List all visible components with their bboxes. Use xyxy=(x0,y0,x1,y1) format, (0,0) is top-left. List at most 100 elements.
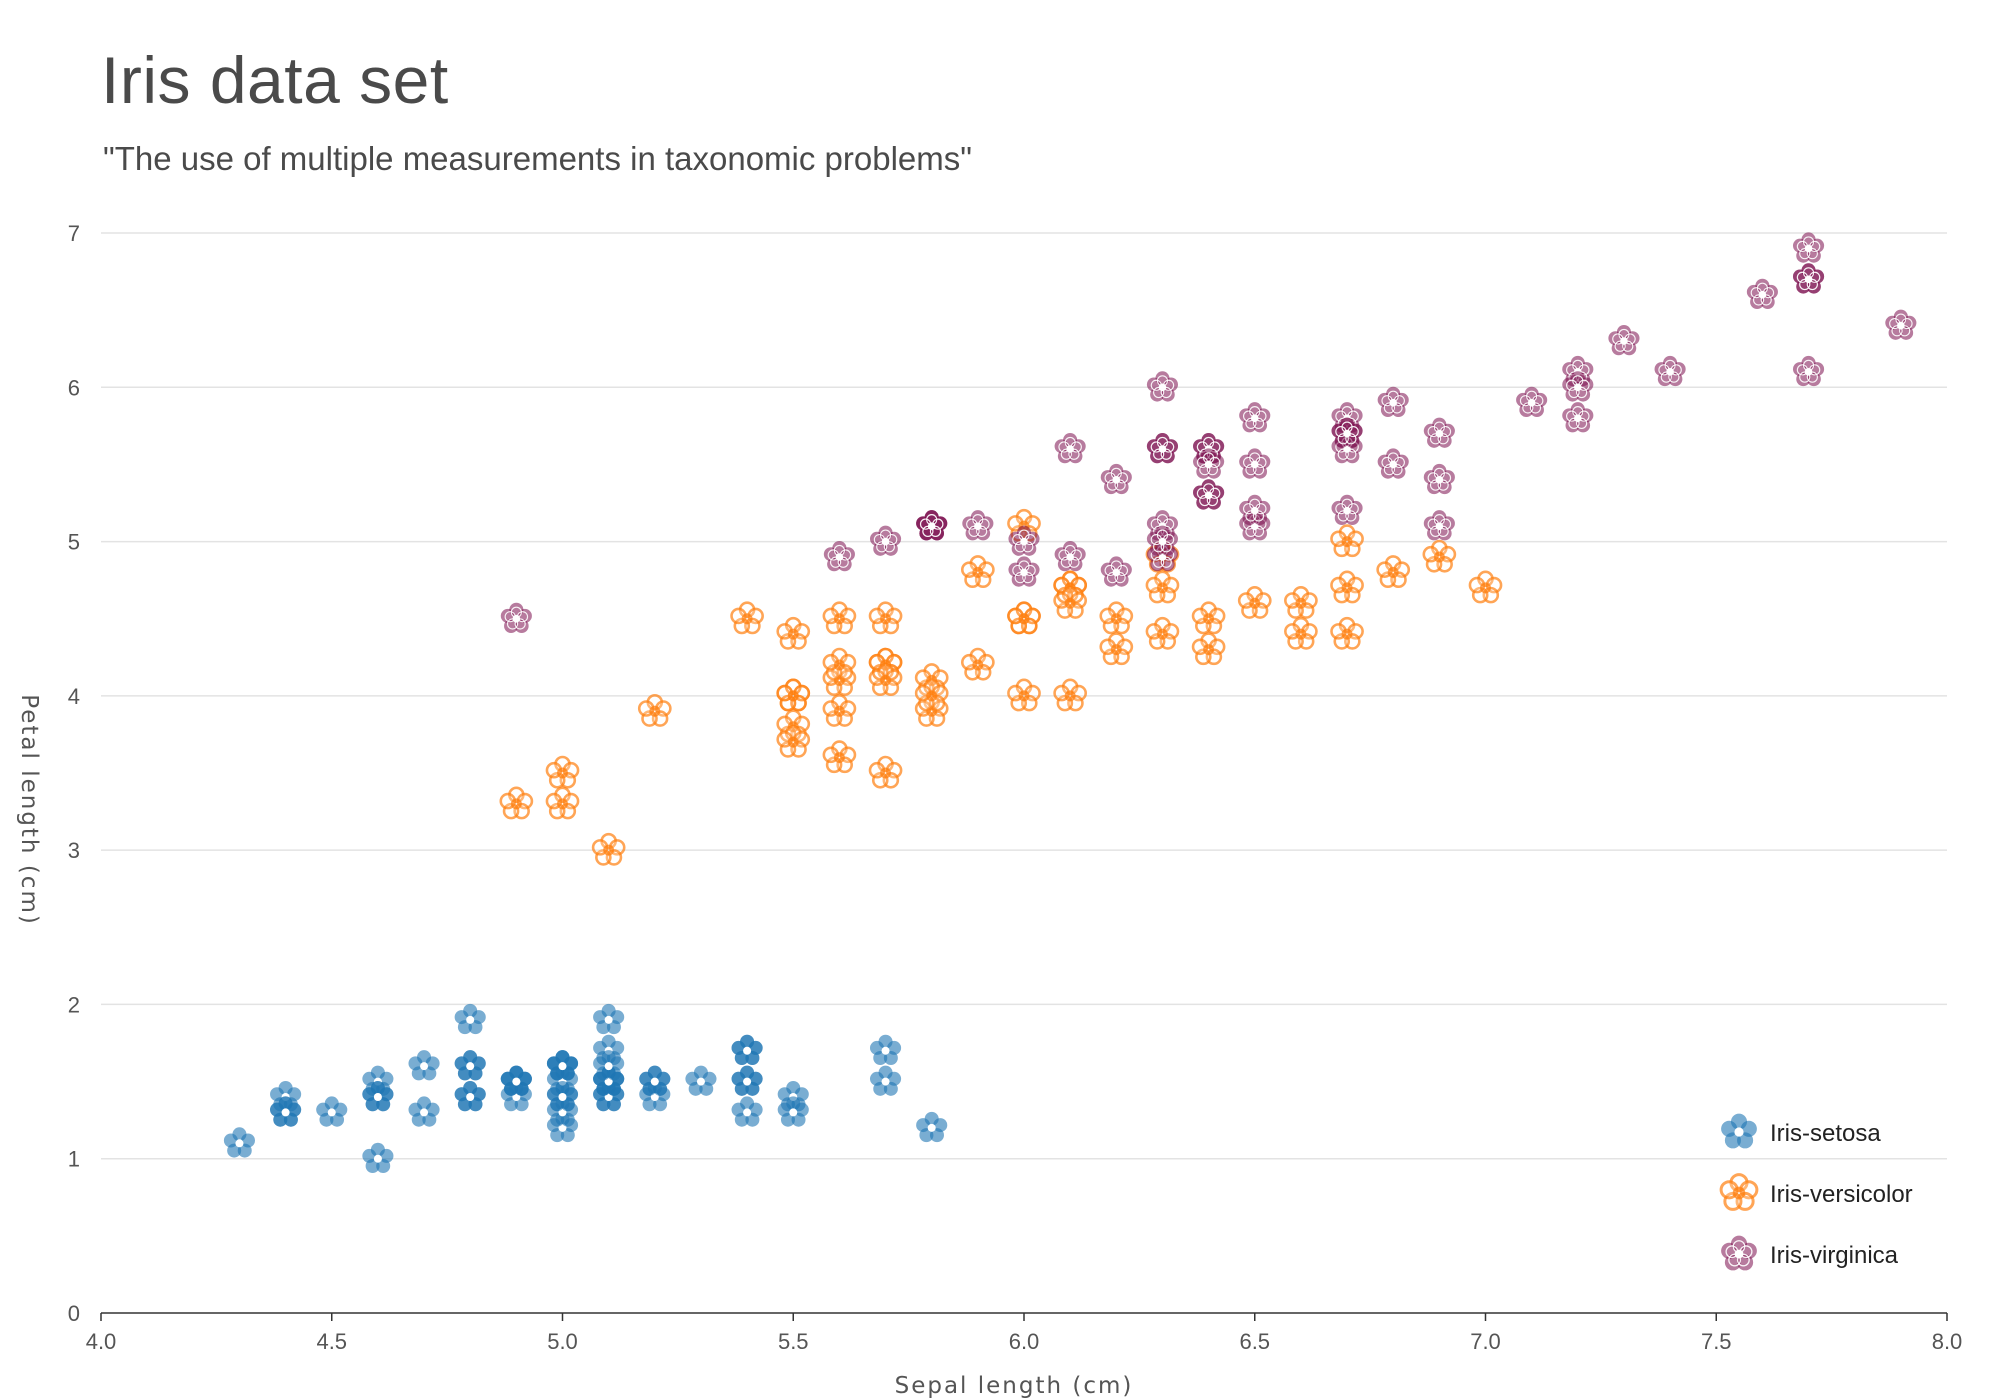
data-point xyxy=(593,1050,625,1081)
data-point xyxy=(1239,494,1271,525)
data-point xyxy=(270,1096,302,1127)
data-point xyxy=(776,724,811,758)
y-tick-label: 4 xyxy=(68,684,80,709)
legend-label: Iris-setosa xyxy=(1770,1120,1881,1147)
data-point xyxy=(962,510,994,541)
data-point xyxy=(776,616,811,650)
x-tick-label: 6.5 xyxy=(1239,1329,1270,1354)
legend-item: Iris-versicolor xyxy=(1719,1173,1913,1211)
legend-label: Iris-versicolor xyxy=(1770,1181,1913,1208)
data-point xyxy=(731,1034,763,1065)
data-point xyxy=(822,693,857,727)
data-point xyxy=(868,755,903,789)
data-point xyxy=(822,647,857,681)
data-point xyxy=(593,1003,625,1035)
data-point xyxy=(960,647,995,681)
data-point xyxy=(822,601,857,635)
data-point xyxy=(1792,232,1825,263)
data-point xyxy=(1193,479,1225,510)
data-point xyxy=(1191,601,1226,635)
data-point xyxy=(914,678,949,712)
data-point xyxy=(1377,448,1409,479)
data-point xyxy=(1654,355,1686,387)
y-tick-label: 1 xyxy=(68,1147,80,1172)
data-point xyxy=(223,1127,256,1158)
data-point xyxy=(916,1111,948,1143)
data-point xyxy=(960,555,995,589)
data-point xyxy=(1239,448,1271,479)
data-point xyxy=(1792,263,1825,294)
y-tick-label: 0 xyxy=(68,1301,80,1326)
data-points xyxy=(223,232,1917,1173)
x-tick-label: 8.0 xyxy=(1932,1329,1963,1354)
data-point xyxy=(1146,541,1179,572)
data-point xyxy=(1423,463,1455,495)
data-point xyxy=(454,1050,486,1081)
data-point xyxy=(1330,570,1364,604)
legend-marker xyxy=(1719,1173,1759,1211)
data-point xyxy=(869,525,902,556)
data-point xyxy=(822,740,857,774)
data-point xyxy=(777,1096,809,1127)
x-tick-label: 6.0 xyxy=(1009,1329,1040,1354)
data-point xyxy=(1008,525,1040,556)
data-point xyxy=(546,1081,579,1112)
data-point xyxy=(823,541,855,572)
data-point xyxy=(1608,325,1640,356)
data-point xyxy=(1053,678,1088,712)
data-point xyxy=(1284,585,1318,619)
data-point xyxy=(1792,355,1825,387)
data-point xyxy=(1191,632,1226,666)
data-point xyxy=(731,1096,763,1127)
data-point xyxy=(1054,433,1086,464)
data-point xyxy=(1054,541,1086,572)
data-point xyxy=(916,510,948,541)
x-tick-label: 5.0 xyxy=(547,1329,578,1354)
data-point xyxy=(1331,433,1363,464)
x-axis-label: Sepal length (cm) xyxy=(895,1373,1134,1399)
x-tick-label: 7.5 xyxy=(1701,1329,1732,1354)
data-point xyxy=(1007,678,1041,712)
legend: Iris-setosa Iris-versicolor Iris-virginica xyxy=(1719,1113,1913,1271)
x-tick-label: 4.0 xyxy=(86,1329,117,1354)
data-point xyxy=(639,1065,671,1096)
legend-marker xyxy=(1721,1235,1757,1271)
legend-marker xyxy=(1721,1113,1757,1149)
y-tick-label: 6 xyxy=(68,375,80,400)
data-point xyxy=(1562,371,1594,402)
data-point xyxy=(1423,417,1455,448)
data-point xyxy=(1516,386,1548,417)
data-point xyxy=(1468,570,1503,604)
y-tick-label: 7 xyxy=(68,221,80,246)
data-point xyxy=(545,786,580,820)
legend-label: Iris-virginica xyxy=(1770,1242,1899,1269)
data-point xyxy=(1146,525,1179,556)
data-point xyxy=(499,786,534,820)
data-point xyxy=(408,1050,440,1081)
data-point xyxy=(546,1050,579,1081)
data-point xyxy=(362,1081,394,1112)
data-point xyxy=(869,1034,902,1065)
data-point xyxy=(731,1065,763,1096)
gridlines xyxy=(101,232,1947,1160)
chart-title: Iris data set xyxy=(101,43,449,117)
x-tick-label: 5.5 xyxy=(778,1329,809,1354)
y-tick-label: 3 xyxy=(68,838,80,863)
data-point xyxy=(1237,585,1272,619)
data-point xyxy=(1099,601,1134,635)
data-point xyxy=(591,832,626,866)
data-point xyxy=(1885,309,1917,340)
legend-item: Iris-virginica xyxy=(1721,1235,1899,1271)
data-point xyxy=(1145,570,1180,604)
data-point xyxy=(869,1065,902,1096)
data-point xyxy=(1008,556,1040,587)
data-point xyxy=(316,1096,348,1127)
data-point xyxy=(362,1142,394,1173)
data-point xyxy=(637,693,672,727)
data-point xyxy=(1100,556,1132,587)
data-point xyxy=(1100,463,1132,495)
data-point xyxy=(545,755,580,789)
x-tick-label: 4.5 xyxy=(316,1329,347,1354)
data-point xyxy=(1146,371,1179,402)
